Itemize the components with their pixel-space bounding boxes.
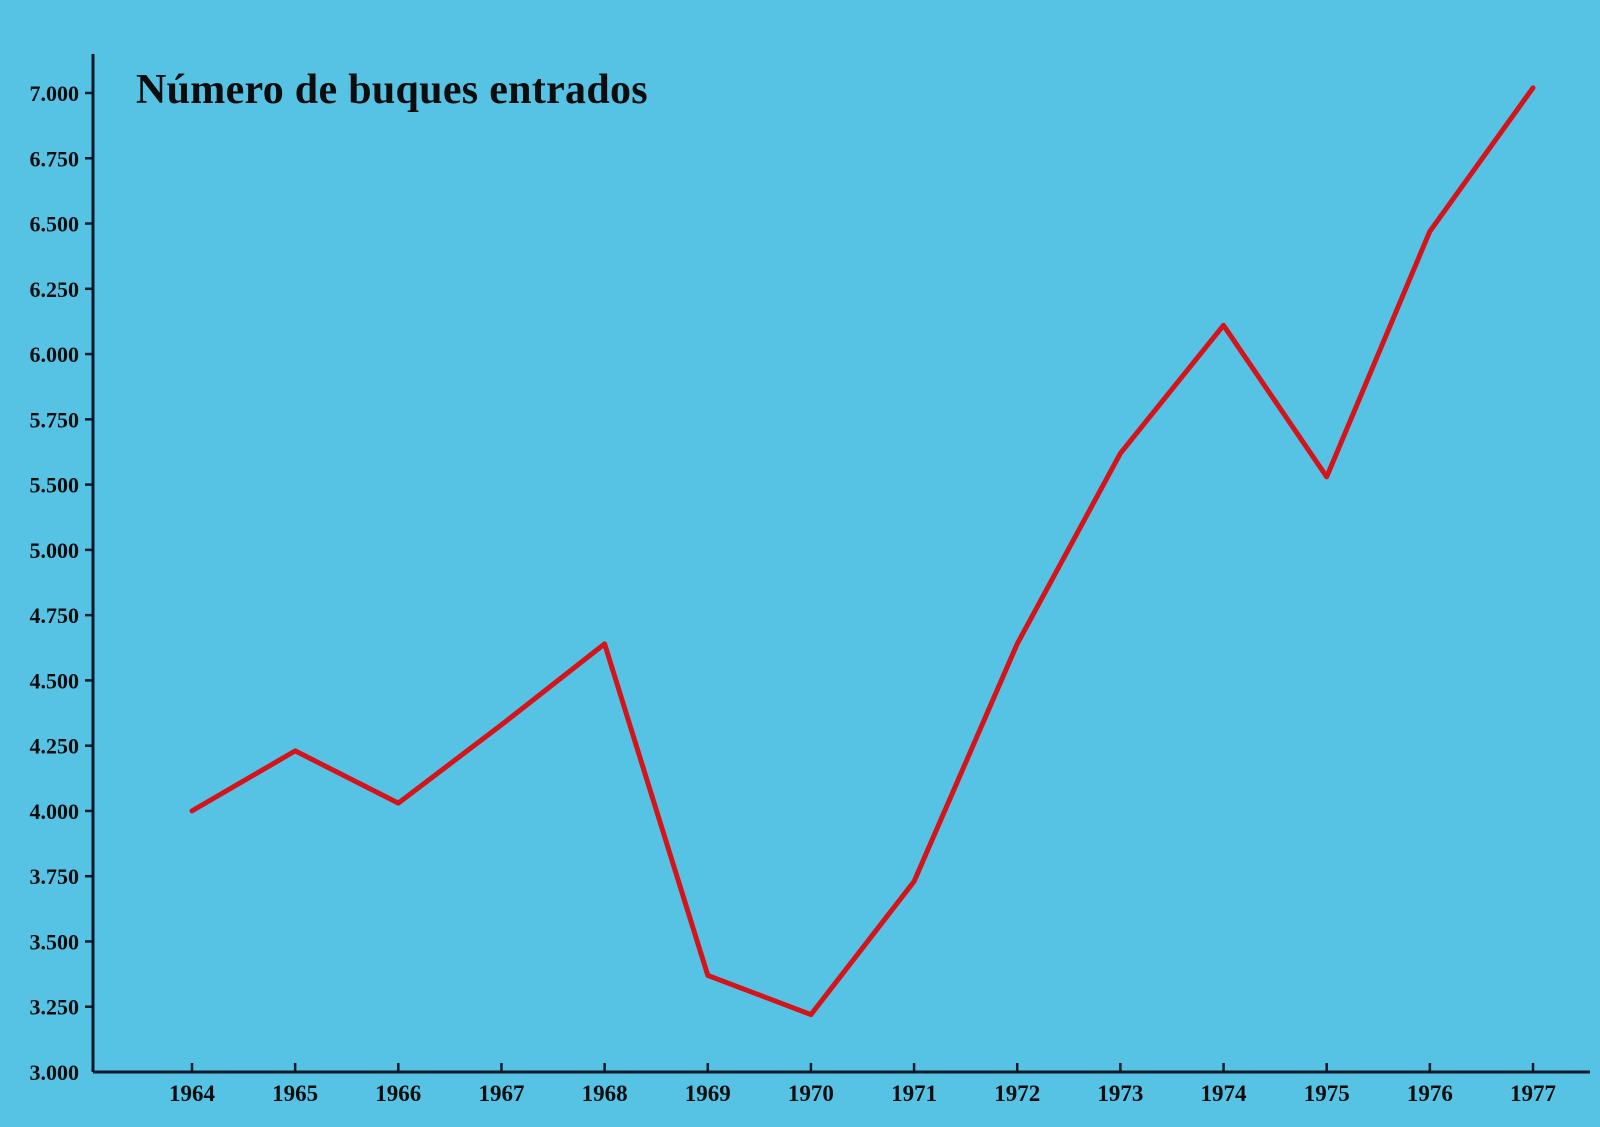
chart-title: Número de buques entrados bbox=[136, 67, 648, 113]
x-tick-label: 1977 bbox=[1510, 1081, 1556, 1106]
y-tick-label: 5.000 bbox=[30, 538, 80, 563]
x-tick-label: 1970 bbox=[788, 1081, 834, 1106]
x-tick-label: 1964 bbox=[169, 1081, 216, 1106]
chart-axes bbox=[91, 54, 1590, 1074]
y-tick-label: 3.750 bbox=[30, 864, 80, 889]
x-tick-label: 1969 bbox=[685, 1081, 731, 1106]
x-tick-label: 1966 bbox=[375, 1081, 421, 1106]
y-tick-label: 6.000 bbox=[30, 342, 80, 367]
y-tick-label: 4.250 bbox=[30, 734, 80, 759]
x-tick-label: 1968 bbox=[582, 1081, 628, 1106]
x-axis-ticks: 1964 1965 1966 1967 1968 1969 1970 1971 1972 1973… bbox=[169, 1063, 1556, 1106]
x-tick-label: 1975 bbox=[1304, 1081, 1350, 1106]
x-tick-label: 1976 bbox=[1407, 1081, 1453, 1106]
x-tick-label: 1967 bbox=[478, 1081, 524, 1106]
y-tick-label: 6.750 bbox=[30, 146, 80, 171]
x-tick-label: 1974 bbox=[1201, 1081, 1248, 1106]
y-tick-label: 7.000 bbox=[30, 81, 80, 106]
y-tick-label: 6.500 bbox=[30, 212, 80, 237]
y-tick-label: 5.500 bbox=[30, 473, 80, 498]
y-tick-label: 4.750 bbox=[30, 603, 80, 628]
y-tick-label: 5.750 bbox=[30, 407, 80, 432]
y-tick-label: 3.500 bbox=[30, 929, 80, 954]
series-line bbox=[189, 85, 1536, 1018]
y-tick-label: 4.500 bbox=[30, 668, 80, 693]
y-tick-label: 3.250 bbox=[30, 995, 80, 1020]
x-tick-label: 1973 bbox=[1097, 1081, 1143, 1106]
y-axis-ticks: 7.000 6.750 6.500 6.250 6.000 5.750 5.500 5.000… bbox=[30, 81, 93, 1085]
y-tick-label: 3.000 bbox=[30, 1060, 80, 1085]
y-tick-label: 6.250 bbox=[30, 277, 80, 302]
x-tick-label: 1972 bbox=[994, 1081, 1040, 1106]
y-tick-label: 4.000 bbox=[30, 799, 80, 824]
x-tick-label: 1965 bbox=[272, 1081, 318, 1106]
x-tick-label: 1971 bbox=[891, 1081, 937, 1106]
